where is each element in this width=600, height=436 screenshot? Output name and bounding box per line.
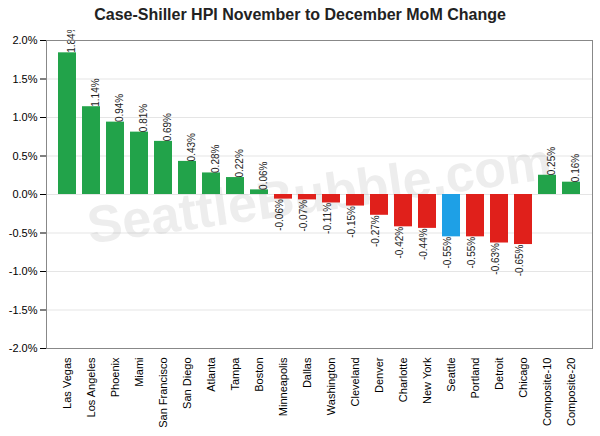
svg-text:-0.63%: -0.63% [490,243,501,275]
svg-text:Seattle: Seattle [445,358,457,392]
svg-text:-0.55%: -0.55% [442,237,453,269]
svg-text:Miami: Miami [133,358,145,387]
svg-text:Los Angeles: Los Angeles [85,357,97,417]
svg-text:-0.65%: -0.65% [514,244,525,276]
svg-text:2.0%: 2.0% [12,34,37,46]
svg-text:-0.15%: -0.15% [346,206,357,238]
svg-text:Phoenix: Phoenix [109,357,121,397]
svg-text:-0.11%: -0.11% [322,203,333,234]
svg-text:1.14%: 1.14% [90,78,101,106]
svg-text:Composite-20: Composite-20 [565,358,577,426]
svg-text:Las Vegas: Las Vegas [61,357,73,409]
svg-text:Dallas: Dallas [301,357,313,388]
svg-text:-0.5%: -0.5% [9,227,38,239]
svg-text:1.0%: 1.0% [12,111,37,123]
svg-text:-0.42%: -0.42% [394,227,405,259]
svg-text:-1.0%: -1.0% [9,265,38,277]
svg-text:New York: New York [421,357,433,404]
svg-text:0.94%: 0.94% [114,94,125,122]
svg-text:0.69%: 0.69% [162,113,173,141]
svg-text:-0.44%: -0.44% [418,228,429,260]
svg-text:Minneapolis: Minneapolis [277,357,289,416]
svg-text:Detroit: Detroit [493,358,505,390]
svg-text:SeattleBubble.com: SeattleBubble.com [83,132,555,255]
svg-text:-0.55%: -0.55% [466,237,477,269]
svg-text:Composite-10: Composite-10 [541,358,553,426]
svg-text:Cleveland: Cleveland [349,358,361,407]
svg-text:0.06%: 0.06% [258,161,269,189]
svg-text:San Francisco: San Francisco [157,358,169,428]
svg-text:-1.5%: -1.5% [9,304,38,316]
svg-text:Boston: Boston [253,358,265,392]
svg-text:-0.07%: -0.07% [298,200,309,232]
svg-text:1.84%: 1.84% [66,30,77,53]
svg-text:Tampa: Tampa [229,357,241,391]
svg-text:Washington: Washington [325,358,337,416]
svg-text:Chicago: Chicago [517,358,529,398]
svg-text:-0.27%: -0.27% [370,215,381,247]
svg-text:0.16%: 0.16% [570,154,581,182]
svg-text:0.22%: 0.22% [234,149,245,177]
svg-text:0.28%: 0.28% [210,144,221,172]
svg-text:Denver: Denver [373,357,385,393]
svg-text:-0.06%: -0.06% [274,199,285,231]
svg-text:Charlotte: Charlotte [397,358,409,403]
svg-text:-2.0%: -2.0% [9,342,38,354]
svg-text:0.25%: 0.25% [546,147,557,175]
svg-text:Atlanta: Atlanta [205,357,217,392]
svg-text:0.43%: 0.43% [186,133,197,161]
svg-text:0.81%: 0.81% [138,104,149,132]
svg-text:1.5%: 1.5% [12,73,37,85]
svg-text:San Diego: San Diego [181,358,193,409]
svg-text:0.5%: 0.5% [12,150,37,162]
svg-text:0.0%: 0.0% [12,188,37,200]
svg-text:Portland: Portland [469,358,481,399]
html-text:Case-Shiller HPI November to D: Case-Shiller HPI November to December Mo… [94,6,506,23]
